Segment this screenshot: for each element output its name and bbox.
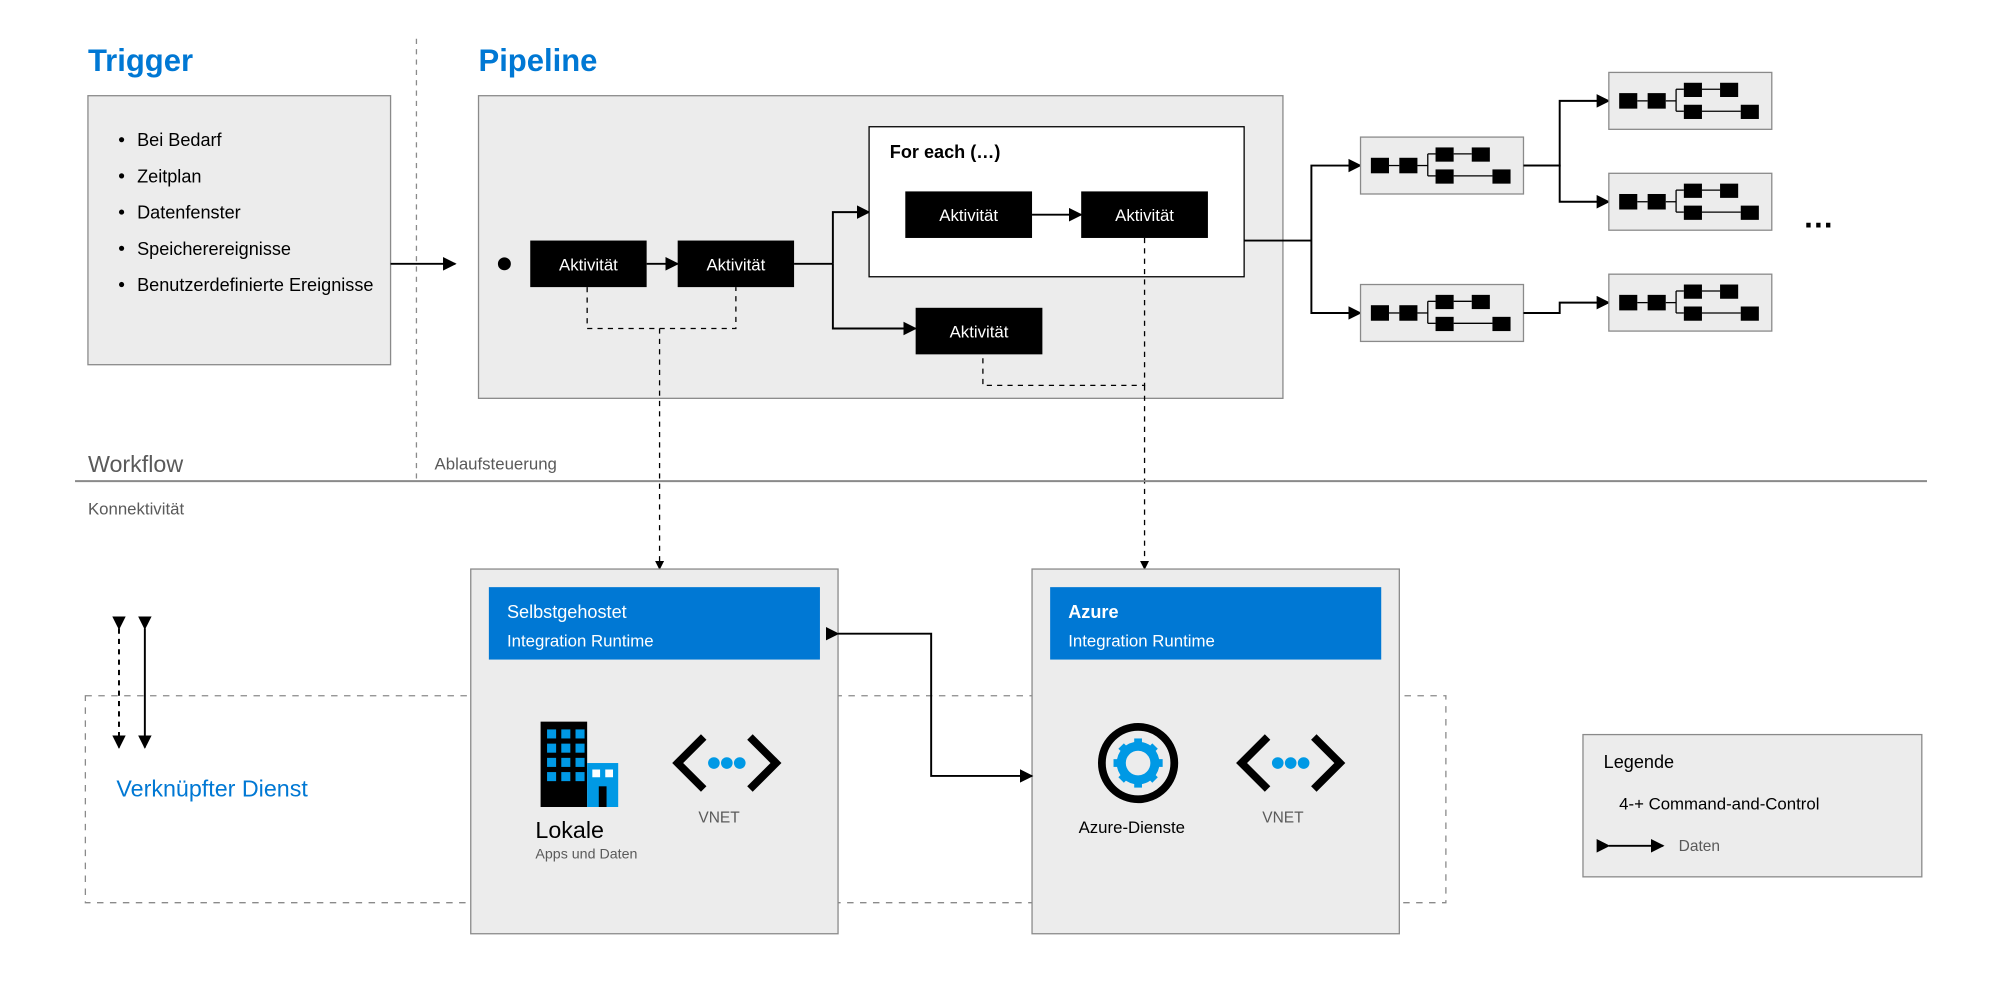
mini-pipeline xyxy=(1609,173,1772,230)
foreach-label: For each (…) xyxy=(890,142,1001,162)
mini-pipeline xyxy=(1609,274,1772,331)
trigger-heading: Trigger xyxy=(88,43,193,78)
svg-text:Integration Runtime: Integration Runtime xyxy=(1068,632,1215,651)
edge xyxy=(1523,166,1608,202)
svg-text:Azure: Azure xyxy=(1068,602,1118,622)
runtime-connector xyxy=(838,634,1032,776)
ablauf-label: Ablaufsteuerung xyxy=(435,454,557,473)
edge xyxy=(1311,241,1360,313)
svg-text:Aktivität: Aktivität xyxy=(939,206,998,225)
svg-text:Aktivität: Aktivität xyxy=(559,255,618,274)
activity-box: Aktivität xyxy=(916,308,1043,355)
edge xyxy=(1523,101,1608,166)
svg-text:Selbstgehostet: Selbstgehostet xyxy=(507,602,627,622)
linked-service-label: Verknüpfter Dienst xyxy=(116,776,308,802)
mini-pipeline xyxy=(1609,72,1772,129)
svg-text:Aktivität: Aktivität xyxy=(950,323,1009,342)
azure-panel: Azure Integration Runtime Azure-Dienste … xyxy=(1032,569,1399,934)
workflow-label: Workflow xyxy=(88,451,183,477)
mini-pipeline xyxy=(1361,285,1524,342)
svg-text:Daten: Daten xyxy=(1679,838,1720,855)
ellipsis-label: … xyxy=(1803,200,1834,235)
trigger-item: Zeitplan xyxy=(137,166,201,186)
konnektivitat-label: Konnektivität xyxy=(88,500,185,519)
vnet-label: VNET xyxy=(1262,810,1304,827)
trigger-panel xyxy=(88,96,391,365)
svg-text:Legende: Legende xyxy=(1604,752,1674,772)
trigger-item: Bei Bedarf xyxy=(137,130,222,150)
edge xyxy=(1311,166,1360,241)
vnet-label: VNET xyxy=(698,810,740,827)
activity-box: Aktivität xyxy=(905,191,1032,238)
architecture-diagram: Trigger Bei Bedarf Zeitplan Datenfenster… xyxy=(0,0,2002,993)
legend-panel: Legende 4-+ Command-and-Control Daten xyxy=(1583,735,1922,877)
activity-box: Aktivität xyxy=(1081,191,1208,238)
svg-text:Integration Runtime: Integration Runtime xyxy=(507,632,654,651)
svg-text:Aktivität: Aktivität xyxy=(1115,206,1174,225)
activity-box: Aktivität xyxy=(678,241,794,288)
pipeline-heading: Pipeline xyxy=(479,43,598,78)
local-title: Lokale xyxy=(535,817,604,843)
trigger-item: Speicherereignisse xyxy=(137,239,291,259)
selfhosted-panel: Selbstgehostet Integration Runtime Lokal… xyxy=(471,569,838,934)
svg-text:Aktivität: Aktivität xyxy=(706,255,765,274)
mini-pipeline xyxy=(1361,137,1524,194)
trigger-item: Benutzerdefinierte Ereignisse xyxy=(137,275,373,295)
azure-services-label: Azure-Dienste xyxy=(1079,818,1185,837)
edge xyxy=(1523,303,1608,313)
trigger-item: Datenfenster xyxy=(137,203,241,223)
activity-box: Aktivität xyxy=(530,241,646,288)
local-sub: Apps und Daten xyxy=(535,847,637,863)
svg-text:4-+ Command-and-Control: 4-+ Command-and-Control xyxy=(1619,795,1819,814)
pipeline-entry-dot xyxy=(498,257,511,270)
